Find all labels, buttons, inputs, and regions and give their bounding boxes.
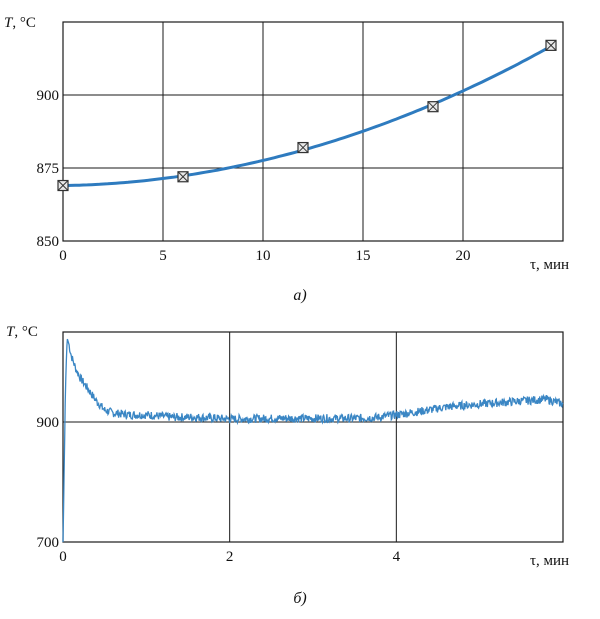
- chart-b-caption: б): [293, 590, 306, 607]
- chart-a-y-axis-label: T, °C: [4, 15, 36, 31]
- chart-a-frame: [62, 21, 564, 242]
- chart-b-grid: [63, 332, 563, 542]
- chart-b-y-axis-label: T, °C: [6, 324, 38, 340]
- a-x-tick-label: 10: [256, 248, 271, 264]
- a-y-tick-label: 850: [37, 234, 60, 250]
- chart-a-data-point: [427, 101, 439, 113]
- chart-a-grid: [63, 22, 564, 241]
- a-x-tick-label: 20: [456, 248, 471, 264]
- chart-a-data-point: [57, 179, 69, 192]
- chart-b: 700 900 0 2 4 T, °C τ, мин б): [6, 324, 569, 607]
- chart-b-frame: [62, 331, 564, 543]
- chart-a-data-point: [297, 141, 309, 154]
- a-y-tick-label: 875: [37, 161, 60, 177]
- a-y-tick-label: 900: [37, 88, 60, 104]
- chart-a-markers: [57, 39, 557, 192]
- chart-a-x-axis-label: τ, мин: [530, 257, 569, 273]
- chart-a-x-ticks: 0 5 10 15 20: [59, 248, 470, 264]
- chart-a-data-point: [177, 171, 189, 183]
- chart-a-series-line: [63, 44, 552, 187]
- b-x-tick-label: 4: [393, 549, 401, 565]
- b-x-tick-label: 0: [59, 549, 67, 565]
- b-x-tick-label: 2: [226, 549, 234, 565]
- chart-b-y-ticks: 700 900: [37, 415, 60, 551]
- chart-a: 850 875 900 0 5 10 15 20 T, °C τ, мин а): [4, 15, 569, 304]
- chart-a-y-ticks: 850 875 900: [37, 88, 60, 250]
- a-x-tick-label: 15: [356, 248, 371, 264]
- chart-b-x-ticks: 0 2 4: [59, 549, 400, 565]
- b-y-tick-label: 700: [37, 535, 60, 551]
- chart-b-series-line: [62, 338, 564, 543]
- chart-b-x-axis-label: τ, мин: [530, 553, 569, 569]
- a-x-tick-label: 5: [159, 248, 167, 264]
- chart-a-caption: а): [293, 287, 306, 304]
- chart-a-data-point: [545, 39, 557, 51]
- b-y-tick-label: 900: [37, 415, 60, 431]
- a-x-tick-label: 0: [59, 248, 67, 264]
